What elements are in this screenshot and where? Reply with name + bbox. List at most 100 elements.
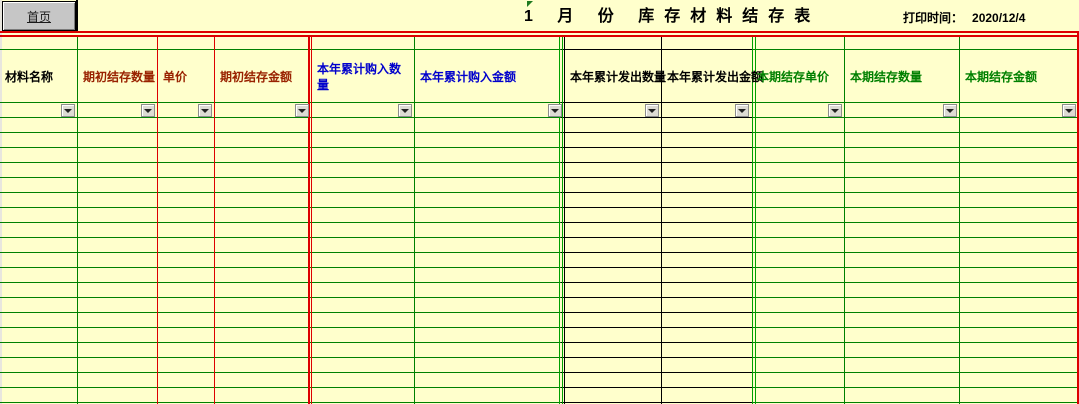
column-border xyxy=(752,37,753,404)
table-row[interactable] xyxy=(0,313,1079,328)
row-gridline xyxy=(561,117,752,118)
row-gridline xyxy=(561,102,752,103)
chevron-down-icon xyxy=(648,109,656,113)
chevron-down-icon xyxy=(1065,109,1073,113)
row-gridline xyxy=(0,252,561,253)
row-gridline xyxy=(0,49,561,50)
row-gridline xyxy=(752,387,1079,388)
table-row[interactable] xyxy=(0,208,1079,223)
column-header: 本期结存单价 xyxy=(757,70,830,84)
row-gridline xyxy=(0,327,561,328)
filter-dropdown-button[interactable] xyxy=(548,104,562,117)
row-gridline xyxy=(752,372,1079,373)
chevron-down-icon xyxy=(298,109,306,113)
table-row[interactable] xyxy=(0,178,1079,193)
row-gridline xyxy=(752,192,1079,193)
table-row[interactable] xyxy=(0,148,1079,163)
row-gridline xyxy=(752,162,1079,163)
row-gridline xyxy=(752,252,1079,253)
comment-indicator-icon xyxy=(527,1,533,7)
row-gridline xyxy=(0,207,561,208)
table-row[interactable] xyxy=(0,328,1079,343)
home-button-label: 首页 xyxy=(26,9,51,24)
table-row[interactable] xyxy=(0,388,1079,403)
filter-dropdown-button[interactable] xyxy=(943,104,957,117)
column-border xyxy=(214,37,215,404)
row-gridline xyxy=(752,357,1079,358)
row-gridline xyxy=(752,282,1079,283)
table-row[interactable] xyxy=(0,238,1079,253)
table-row[interactable] xyxy=(0,163,1079,178)
filter-dropdown-button[interactable] xyxy=(295,104,309,117)
filter-dropdown-button[interactable] xyxy=(735,104,749,117)
table-row[interactable] xyxy=(0,223,1079,238)
filter-dropdown-button[interactable] xyxy=(1062,104,1076,117)
filter-dropdown-button[interactable] xyxy=(398,104,412,117)
table-row[interactable] xyxy=(0,373,1079,388)
filter-dropdown-button[interactable] xyxy=(645,104,659,117)
row-gridline xyxy=(0,342,561,343)
print-time-label: 打印时间： xyxy=(903,11,964,25)
row-gridline xyxy=(752,237,1079,238)
column-header: 本期结存数量 xyxy=(850,70,923,84)
chevron-down-icon xyxy=(401,109,409,113)
row-gridline xyxy=(0,372,561,373)
chevron-down-icon xyxy=(831,109,839,113)
row-gridline xyxy=(561,207,752,208)
row-gridline xyxy=(561,222,752,223)
column-header: 期初结存数量 xyxy=(83,70,156,84)
row-gridline xyxy=(0,102,561,103)
chevron-down-icon xyxy=(64,109,72,113)
filter-dropdown-button[interactable] xyxy=(828,104,842,117)
row-gridline xyxy=(561,297,752,298)
row-gridline xyxy=(0,312,561,313)
row-gridline xyxy=(0,237,561,238)
row-gridline xyxy=(0,147,561,148)
row-gridline xyxy=(561,162,752,163)
row-gridline xyxy=(0,117,561,118)
column-header: 本年累计发出数量 xyxy=(570,70,667,84)
table-row[interactable] xyxy=(0,298,1079,313)
column-border xyxy=(844,37,845,404)
column-border xyxy=(559,37,560,404)
table-row[interactable] xyxy=(0,343,1079,358)
row-gridline xyxy=(0,162,561,163)
column-border xyxy=(562,37,563,404)
row-gridline xyxy=(561,237,752,238)
filter-dropdown-button[interactable] xyxy=(141,104,155,117)
column-border xyxy=(564,37,565,404)
filter-dropdown-button[interactable] xyxy=(198,104,212,117)
row-gridline xyxy=(752,117,1079,118)
column-border xyxy=(959,37,960,404)
table-row[interactable] xyxy=(0,253,1079,268)
table-row[interactable] xyxy=(0,358,1079,373)
table-row[interactable] xyxy=(0,133,1079,148)
column-header: 本年累计发出金额 xyxy=(667,70,764,84)
column-header: 期初结存金额 xyxy=(220,70,293,84)
table-row[interactable] xyxy=(0,283,1079,298)
row-gridline xyxy=(561,147,752,148)
column-header: 本年累计购入数 量 xyxy=(317,62,402,92)
row-gridline xyxy=(752,402,1079,403)
row-gridline xyxy=(752,222,1079,223)
row-gridline xyxy=(752,49,1079,50)
filter-dropdown-button[interactable] xyxy=(61,104,75,117)
chevron-down-icon xyxy=(551,109,559,113)
row-gridline xyxy=(752,342,1079,343)
row-gridline xyxy=(561,387,752,388)
column-border xyxy=(308,37,310,404)
row-gridline xyxy=(752,207,1079,208)
row-gridline xyxy=(561,402,752,403)
row-gridline xyxy=(0,132,561,133)
home-button[interactable]: 首页 xyxy=(2,1,76,31)
row-gridline xyxy=(0,402,561,403)
row-gridline xyxy=(752,102,1079,103)
row-gridline xyxy=(561,372,752,373)
table-row[interactable] xyxy=(0,268,1079,283)
red-double-border xyxy=(0,31,1079,37)
column-header: 本期结存金额 xyxy=(965,70,1038,84)
row-gridline xyxy=(561,267,752,268)
row-gridline xyxy=(752,177,1079,178)
table-row[interactable] xyxy=(0,193,1079,208)
table-row[interactable] xyxy=(0,118,1079,133)
